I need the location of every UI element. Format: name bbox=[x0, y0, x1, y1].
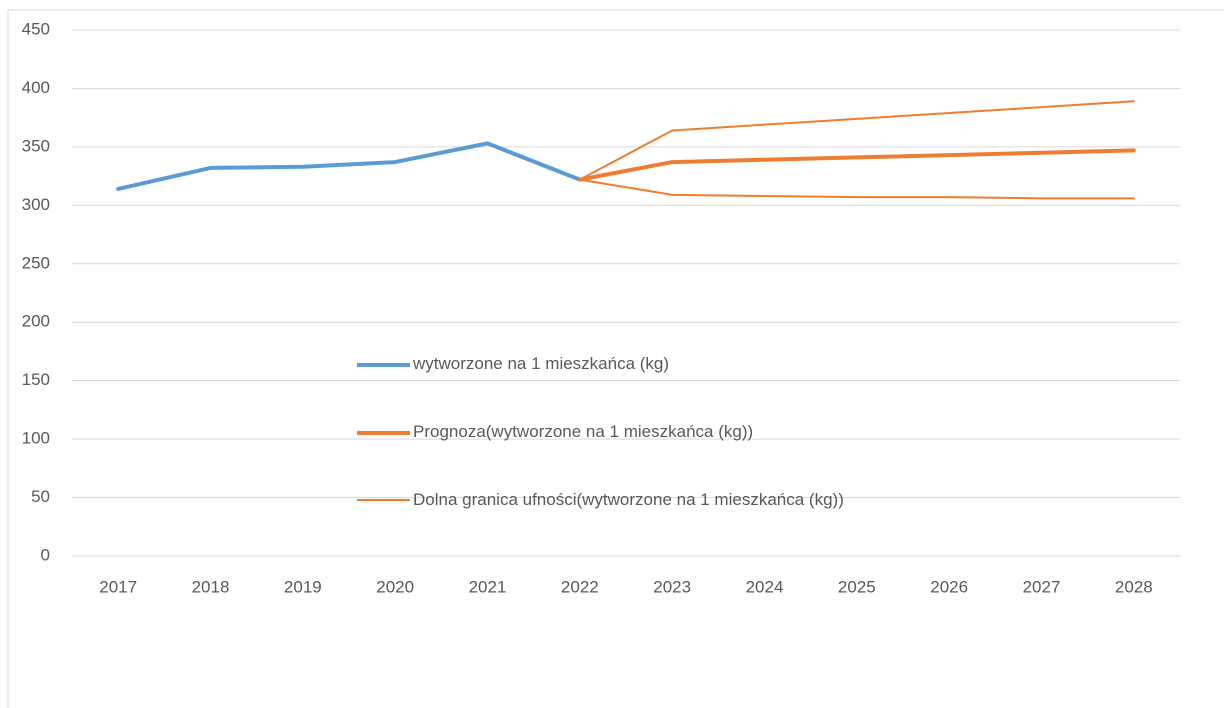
y-tick-label: 300 bbox=[22, 195, 50, 214]
legend-entry: Prognoza(wytworzone na 1 mieszkańca (kg)… bbox=[357, 418, 937, 446]
legend-entry: wytworzone na 1 mieszkańca (kg) bbox=[357, 350, 937, 378]
legend-swatch bbox=[357, 431, 410, 435]
x-tick-label: 2022 bbox=[561, 577, 599, 596]
y-tick-label: 150 bbox=[22, 370, 50, 389]
legend-swatch bbox=[357, 363, 410, 367]
x-tick-label: 2020 bbox=[376, 577, 414, 596]
y-tick-label: 450 bbox=[22, 19, 50, 38]
series-line bbox=[577, 148, 1136, 182]
series-line bbox=[578, 178, 1135, 200]
y-tick-label: 200 bbox=[22, 312, 50, 331]
x-tick-label: 2027 bbox=[1023, 577, 1061, 596]
x-tick-label: 2028 bbox=[1115, 577, 1153, 596]
legend-label: Prognoza(wytworzone na 1 mieszkańca (kg)… bbox=[413, 422, 754, 441]
y-tick-label: 250 bbox=[22, 253, 50, 272]
series-line bbox=[578, 100, 1135, 181]
series-line bbox=[116, 141, 582, 191]
y-tick-label: 100 bbox=[22, 429, 50, 448]
legend-label: Dolna granica ufności(wytworzone na 1 mi… bbox=[413, 490, 844, 509]
x-tick-label: 2021 bbox=[469, 577, 507, 596]
y-tick-label: 0 bbox=[41, 545, 50, 564]
y-tick-label: 350 bbox=[22, 136, 50, 155]
x-tick-label: 2019 bbox=[284, 577, 322, 596]
x-tick-label: 2024 bbox=[746, 577, 784, 596]
x-tick-label: 2023 bbox=[653, 577, 691, 596]
legend-entry: Dolna granica ufności(wytworzone na 1 mi… bbox=[357, 486, 937, 514]
x-tick-label: 2017 bbox=[99, 577, 137, 596]
legend: wytworzone na 1 mieszkańca (kg) Prognoza(… bbox=[357, 350, 937, 554]
legend-label: wytworzone na 1 mieszkańca (kg) bbox=[413, 354, 670, 373]
x-tick-label: 2026 bbox=[930, 577, 968, 596]
x-tick-label: 2025 bbox=[838, 577, 876, 596]
y-tick-label: 400 bbox=[22, 78, 50, 97]
legend-swatch bbox=[357, 499, 410, 501]
y-tick-label: 50 bbox=[31, 487, 50, 506]
x-tick-label: 2018 bbox=[192, 577, 230, 596]
